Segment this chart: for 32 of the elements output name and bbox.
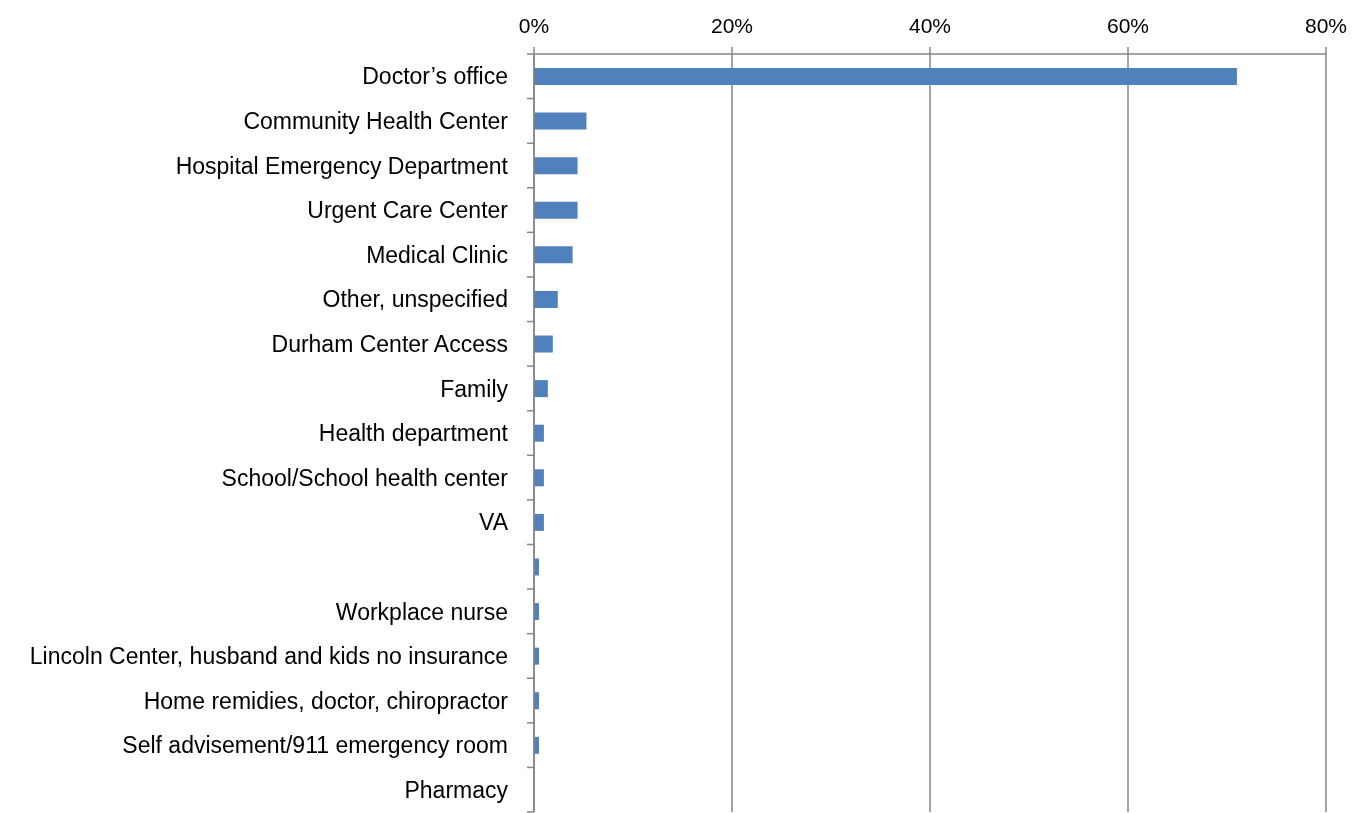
- y-tick-label: Medical Clinic: [366, 241, 508, 268]
- bar: [534, 380, 548, 398]
- bar: [534, 68, 1237, 85]
- x-tick-label: 80%: [1304, 14, 1348, 37]
- bar: [534, 424, 544, 442]
- y-tick-label: Workplace nurse: [335, 598, 508, 625]
- y-tick-label: VA: [479, 509, 509, 536]
- y-tick-label: Community Health Center: [243, 108, 509, 135]
- y-tick-label: Urgent Care Center: [307, 197, 509, 224]
- x-tick-label: 0%: [518, 14, 550, 37]
- bar: [534, 201, 578, 219]
- y-tick-label: Durham Center Access: [271, 330, 508, 357]
- bar: [534, 513, 544, 531]
- y-tick-label: Self advisement/911 emergency room: [122, 732, 508, 759]
- y-tick-label: Pharmacy: [404, 776, 509, 803]
- bar: [534, 246, 573, 264]
- bar: [534, 157, 578, 175]
- y-tick-label: Doctor’s office: [362, 63, 508, 90]
- y-tick-label: Hospital Emergency Department: [175, 152, 509, 179]
- y-tick-label: School/School health center: [221, 464, 509, 491]
- y-tick-label: Other, unspecified: [322, 286, 508, 313]
- x-tick-label: 60%: [1106, 14, 1150, 37]
- bar: [534, 290, 558, 308]
- bar: [534, 469, 544, 487]
- y-tick-label: Home remidies, doctor, chiropractor: [143, 687, 509, 714]
- x-tick-label: 40%: [908, 14, 952, 37]
- bar: [534, 112, 587, 130]
- y-tick-label: Family: [440, 375, 509, 402]
- y-tick-label: Lincoln Center, husband and kids no insurance: [29, 643, 508, 670]
- y-tick-label: Health department: [318, 420, 509, 447]
- bar: [534, 335, 553, 353]
- x-tick-label: 20%: [710, 14, 754, 37]
